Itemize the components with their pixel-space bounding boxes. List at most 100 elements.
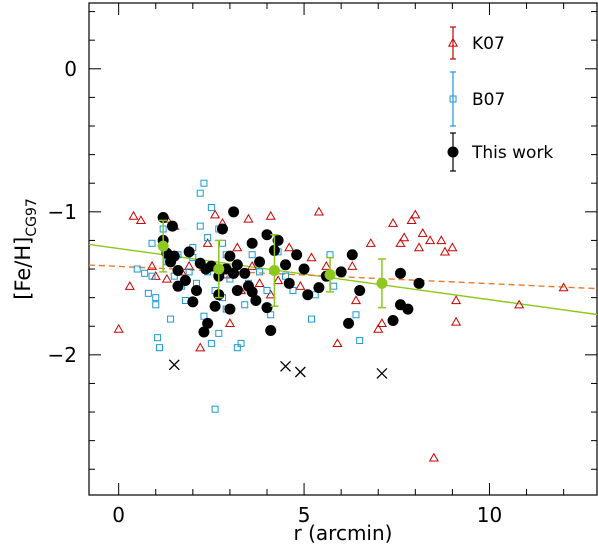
binned-marker [324, 269, 336, 281]
this-work-point [346, 249, 358, 261]
y-tick-label: 0 [64, 57, 77, 81]
b07-point [233, 344, 241, 352]
k07-point [428, 452, 439, 462]
this-work-point [283, 277, 295, 289]
k07-point [124, 280, 135, 290]
this-work-point [413, 277, 425, 289]
k07-point [451, 316, 462, 326]
binned-point [268, 233, 280, 307]
this-work-point [187, 296, 199, 308]
k07-point [395, 238, 406, 247]
b07-point [196, 222, 204, 230]
k07-point [447, 242, 458, 252]
k07-point [347, 260, 358, 270]
b07-point [207, 204, 215, 212]
excluded-point [168, 359, 180, 371]
k07-point [410, 209, 421, 219]
this-work-point [272, 234, 284, 246]
svg-text:[Fe/H]CG97: [Fe/H]CG97 [11, 198, 40, 300]
b07-point [185, 268, 193, 276]
k07-point [184, 260, 195, 270]
cross-stroke [376, 367, 388, 379]
this-work-point [313, 282, 325, 294]
excluded-point [294, 366, 306, 378]
k07-point [146, 260, 158, 270]
b07-point [141, 269, 149, 277]
k07-point [210, 209, 221, 219]
this-work-point [280, 259, 292, 271]
k07-point [321, 260, 332, 270]
k07-point [406, 215, 417, 225]
cross-stroke [280, 360, 291, 372]
this-work-point [209, 300, 221, 312]
k07-point [417, 228, 428, 237]
this-work-point [239, 267, 251, 279]
k07-point [306, 252, 317, 262]
k07-point [373, 323, 384, 333]
this-work-point [224, 250, 236, 262]
legend-marker [447, 146, 459, 158]
plot-frame [88, 2, 598, 496]
y-axis-label-sub: CG97 [24, 198, 40, 236]
b07-point [237, 339, 245, 347]
this-work-point [231, 284, 243, 296]
this-work-point [166, 220, 178, 232]
this-work-point [183, 246, 195, 258]
this-work-point [291, 249, 303, 261]
k07-point [425, 235, 436, 245]
k07-point [387, 218, 399, 227]
this-work-point [179, 274, 191, 286]
b07-point [218, 239, 226, 247]
legend-label: K07 [472, 34, 505, 54]
k07-point [232, 242, 243, 252]
b07-point [263, 286, 271, 294]
legend-marker [449, 95, 457, 103]
binned-point [157, 219, 169, 273]
legend-item-this-work: This work [447, 132, 553, 172]
binned-point [376, 258, 388, 309]
x-tick-label: 5 [298, 503, 311, 527]
this-work-point [231, 259, 243, 271]
b07-point [133, 265, 141, 273]
b07-point [326, 251, 334, 259]
cross-stroke [294, 366, 306, 378]
b07-point [200, 179, 208, 187]
this-work-point [168, 250, 180, 262]
k07-point [365, 238, 376, 247]
this-work-point [402, 303, 414, 315]
binned-marker [376, 277, 388, 289]
k07-point [161, 273, 172, 283]
legend: K07 B07 This work [447, 26, 553, 172]
axis-ticks: 0 5 10 −2 −1 0 [48, 3, 597, 527]
this-work-point [224, 303, 236, 315]
this-work-point [335, 266, 347, 278]
k07-point [113, 323, 124, 333]
this-work-point [202, 317, 214, 329]
this-work-point [354, 284, 366, 296]
this-work-point [246, 286, 258, 298]
this-work-point [302, 289, 314, 301]
legend-item-b07: B07 [449, 71, 505, 127]
k07-point [350, 295, 362, 305]
this-work-point [246, 237, 258, 249]
legend-label: This work [471, 143, 553, 163]
cross-stroke [168, 359, 180, 371]
k07-point [439, 246, 451, 256]
k07-point [195, 342, 206, 352]
k07-point [128, 210, 139, 220]
plot-area [88, 2, 598, 496]
b07-point [207, 339, 215, 347]
b07-point [204, 234, 212, 242]
y-axis-label: [Fe/H]CG97 [11, 198, 40, 300]
b07-point [215, 329, 223, 337]
this-work-point [198, 326, 210, 338]
k07-point [273, 275, 284, 285]
y-axis-label-main: [Fe/H] [11, 237, 35, 300]
k07-point [224, 318, 235, 328]
k07-point [451, 295, 462, 305]
b07-point [152, 294, 160, 302]
legend-marker [447, 37, 459, 47]
y-tick-label: −1 [48, 200, 77, 224]
y-tick-label: −2 [48, 343, 77, 367]
